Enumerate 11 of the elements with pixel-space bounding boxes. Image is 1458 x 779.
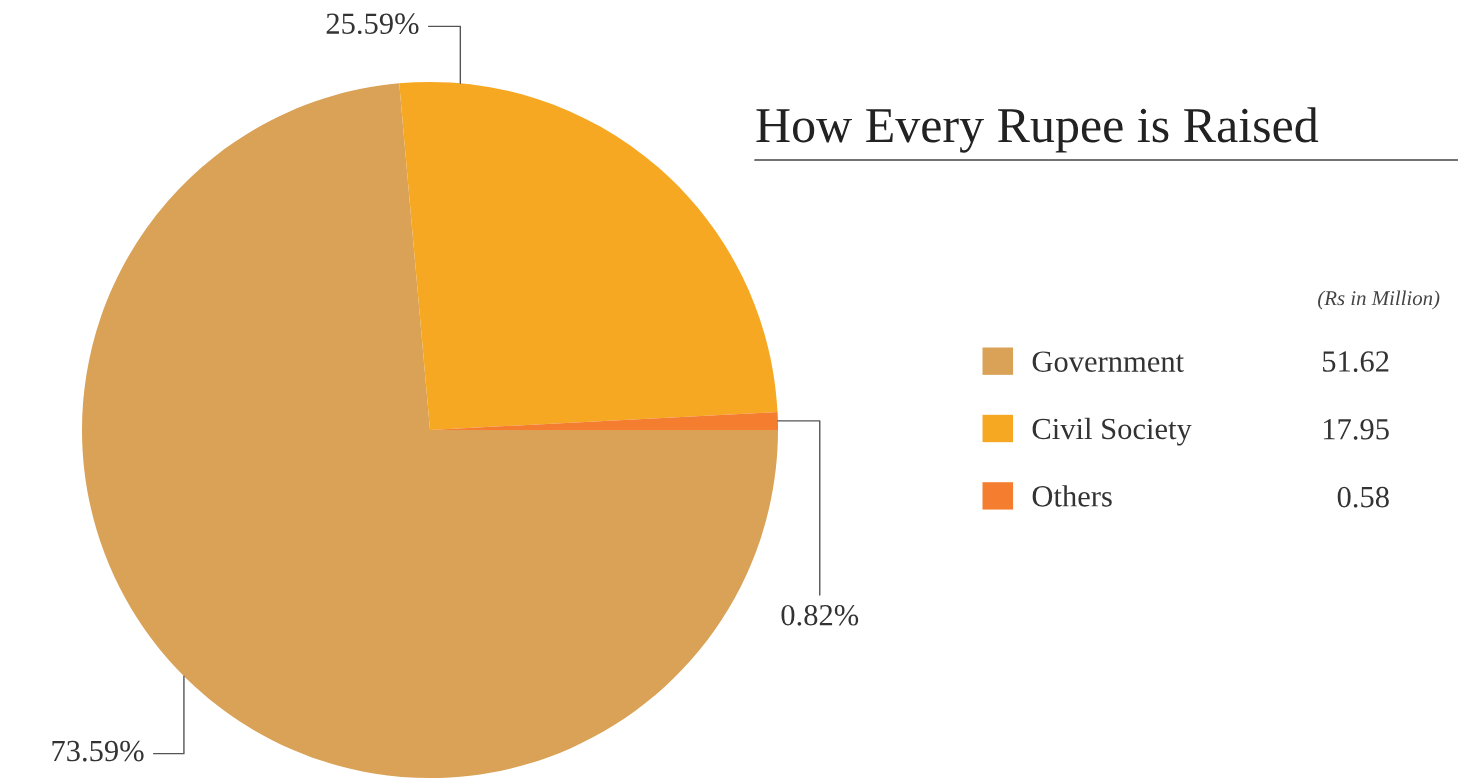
text: 51.62: [1323, 351, 1389, 372]
text: (Rs in Million): [1318, 290, 1440, 310]
legend-label: Civil Society: [1032, 417, 1192, 446]
data-label: 0.82%: [781, 604, 859, 626]
data-label: 73.59%: [52, 740, 144, 762]
text: How Every Rupee is Raised: [756, 107, 1319, 153]
data-label: 25.59%: [326, 13, 419, 35]
text: 0.58: [1337, 486, 1389, 508]
legend-label: Government: [1032, 351, 1184, 372]
text: 17.95: [1323, 419, 1389, 440]
legend-label: Others: [1032, 485, 1112, 507]
